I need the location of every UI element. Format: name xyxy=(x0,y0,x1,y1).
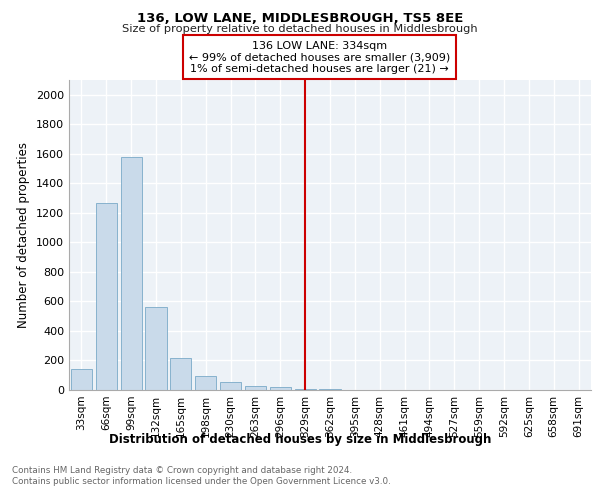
Bar xyxy=(96,202,117,390)
Bar xyxy=(121,157,142,390)
Bar xyxy=(170,358,191,390)
Text: Contains public sector information licensed under the Open Government Licence v3: Contains public sector information licen… xyxy=(12,478,391,486)
Bar xyxy=(270,388,291,390)
Bar xyxy=(145,306,167,390)
Text: 136, LOW LANE, MIDDLESBROUGH, TS5 8EE: 136, LOW LANE, MIDDLESBROUGH, TS5 8EE xyxy=(137,12,463,26)
Bar xyxy=(295,389,316,390)
Text: Size of property relative to detached houses in Middlesbrough: Size of property relative to detached ho… xyxy=(122,24,478,34)
Bar xyxy=(245,386,266,390)
Y-axis label: Number of detached properties: Number of detached properties xyxy=(17,142,31,328)
Bar xyxy=(71,370,92,390)
Text: 136 LOW LANE: 334sqm
← 99% of detached houses are smaller (3,909)
1% of semi-det: 136 LOW LANE: 334sqm ← 99% of detached h… xyxy=(189,40,450,74)
Text: Contains HM Land Registry data © Crown copyright and database right 2024.: Contains HM Land Registry data © Crown c… xyxy=(12,466,352,475)
Bar xyxy=(220,382,241,390)
Text: Distribution of detached houses by size in Middlesbrough: Distribution of detached houses by size … xyxy=(109,432,491,446)
Bar xyxy=(195,376,216,390)
